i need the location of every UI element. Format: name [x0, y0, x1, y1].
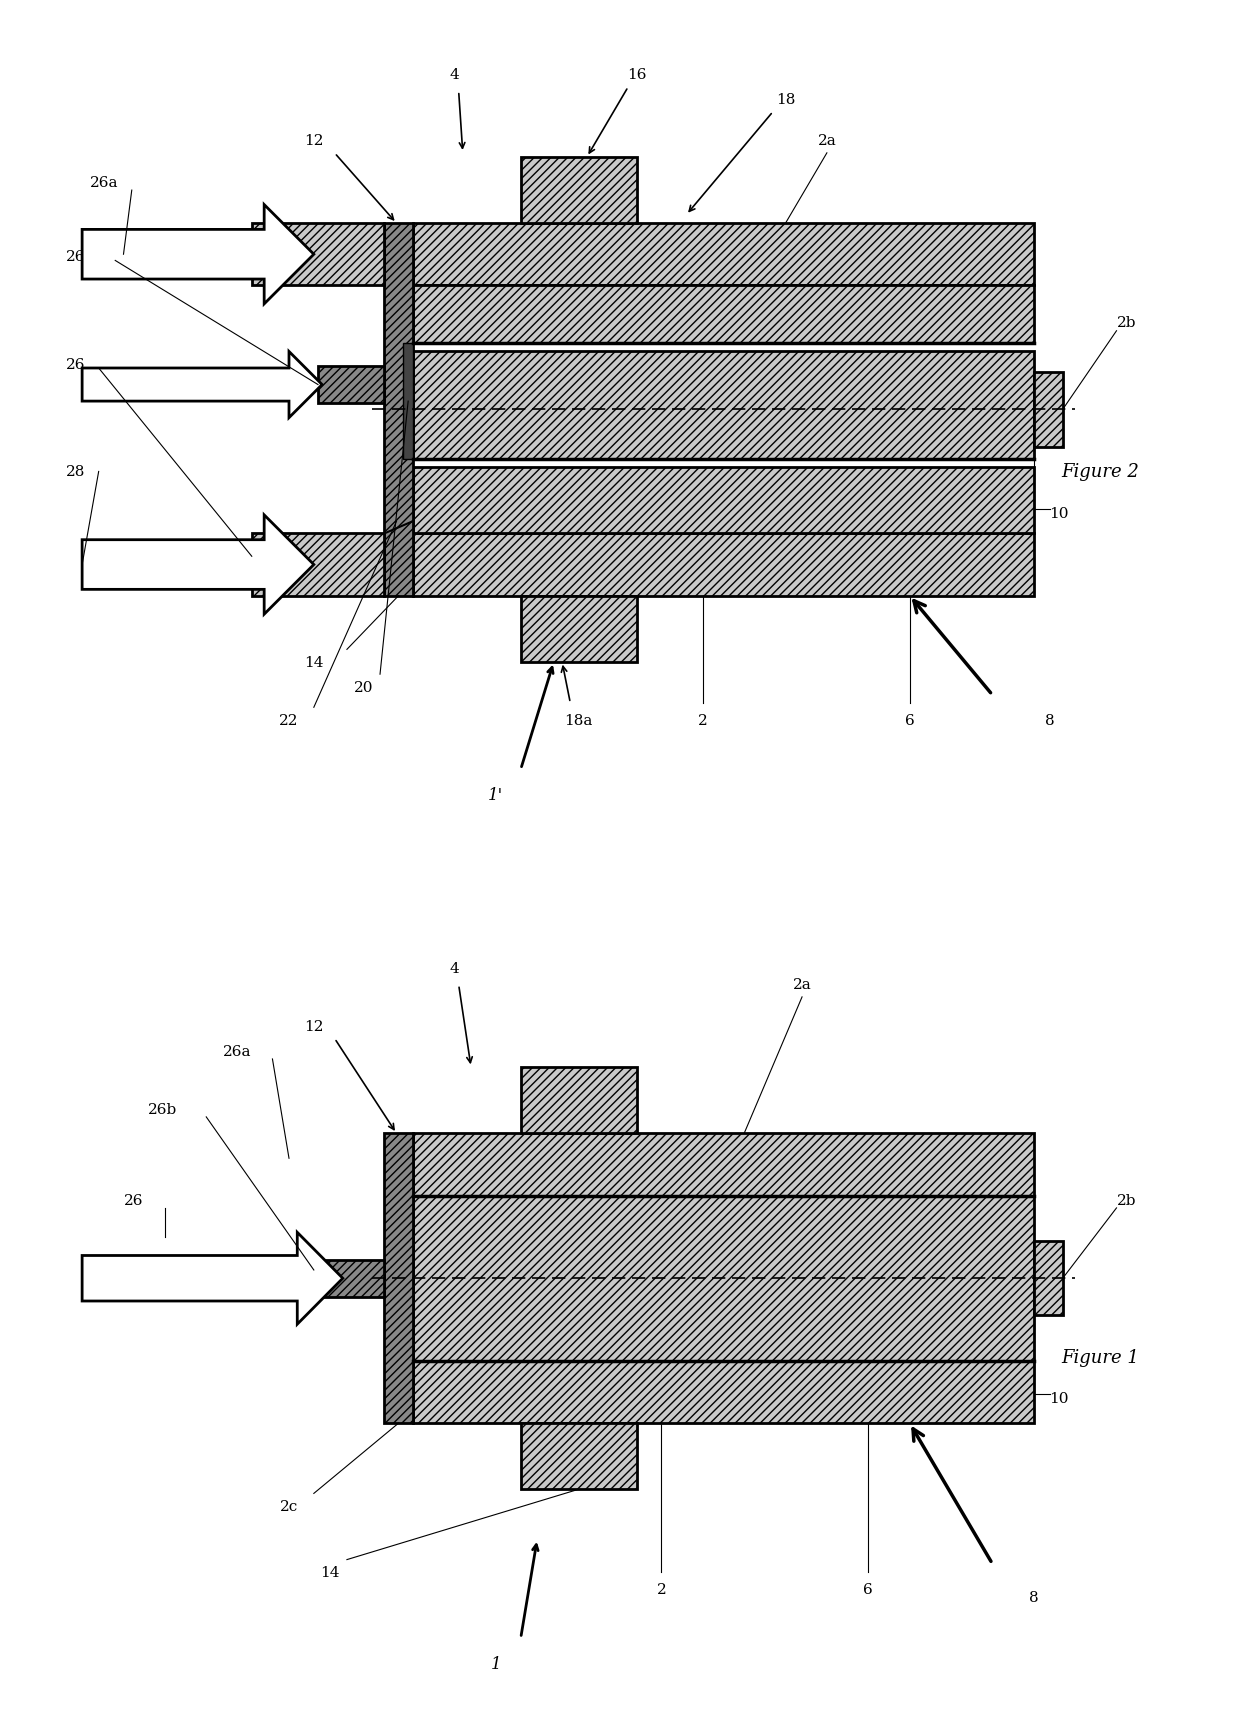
Bar: [413, 1362, 1034, 1424]
Text: 26b: 26b: [66, 251, 94, 265]
Text: 14: 14: [304, 656, 324, 670]
Bar: [413, 353, 1034, 460]
Bar: [413, 285, 1034, 344]
Bar: [384, 225, 413, 597]
Text: 10: 10: [1049, 507, 1069, 521]
Text: 2c: 2c: [280, 1498, 298, 1514]
Bar: [413, 469, 1034, 535]
Bar: [403, 344, 413, 460]
Bar: [521, 1424, 636, 1490]
Text: 26: 26: [66, 358, 86, 372]
Text: 26a: 26a: [223, 1045, 252, 1059]
Bar: [413, 535, 1034, 597]
Bar: [317, 367, 384, 403]
Bar: [384, 1133, 413, 1424]
Text: 6: 6: [863, 1581, 873, 1595]
Bar: [521, 597, 636, 663]
Text: 18a: 18a: [564, 713, 593, 727]
Polygon shape: [82, 1232, 342, 1325]
Text: 26: 26: [124, 1194, 143, 1208]
Text: 2: 2: [698, 713, 708, 727]
Bar: [1034, 1242, 1063, 1317]
Polygon shape: [82, 206, 314, 304]
Bar: [413, 1195, 1034, 1362]
Text: 12: 12: [304, 135, 324, 149]
Text: 14: 14: [321, 1566, 340, 1579]
Text: 28: 28: [66, 465, 86, 479]
Text: 1: 1: [491, 1654, 501, 1671]
Text: 2b: 2b: [1116, 317, 1136, 330]
Polygon shape: [82, 353, 322, 419]
Text: 2a: 2a: [792, 977, 811, 991]
Text: 4: 4: [450, 67, 459, 83]
Text: 2a: 2a: [817, 135, 836, 149]
Bar: [314, 1259, 384, 1298]
Bar: [521, 1067, 636, 1133]
Bar: [252, 225, 384, 285]
Bar: [521, 157, 636, 225]
Text: Figure 2: Figure 2: [1061, 464, 1138, 481]
Bar: [413, 225, 1034, 285]
Text: 6: 6: [905, 713, 915, 727]
Text: 20: 20: [353, 680, 373, 694]
Text: 26b: 26b: [149, 1102, 177, 1116]
Text: 22: 22: [279, 713, 299, 727]
Text: 26a: 26a: [91, 176, 119, 190]
Bar: [1034, 374, 1063, 448]
Text: 12: 12: [304, 1019, 324, 1033]
Bar: [413, 1133, 1034, 1195]
Text: 10: 10: [1049, 1391, 1069, 1405]
Bar: [252, 535, 384, 597]
Text: 2b: 2b: [1116, 1194, 1136, 1208]
Text: 8: 8: [1045, 713, 1055, 727]
Text: 16: 16: [626, 67, 646, 83]
Polygon shape: [82, 516, 314, 614]
Text: 18: 18: [776, 93, 795, 107]
Text: 8: 8: [1029, 1590, 1039, 1604]
Text: 4: 4: [450, 962, 459, 976]
Text: Figure 1: Figure 1: [1061, 1348, 1138, 1367]
Text: 1': 1': [489, 785, 503, 803]
Text: 2: 2: [656, 1581, 666, 1595]
